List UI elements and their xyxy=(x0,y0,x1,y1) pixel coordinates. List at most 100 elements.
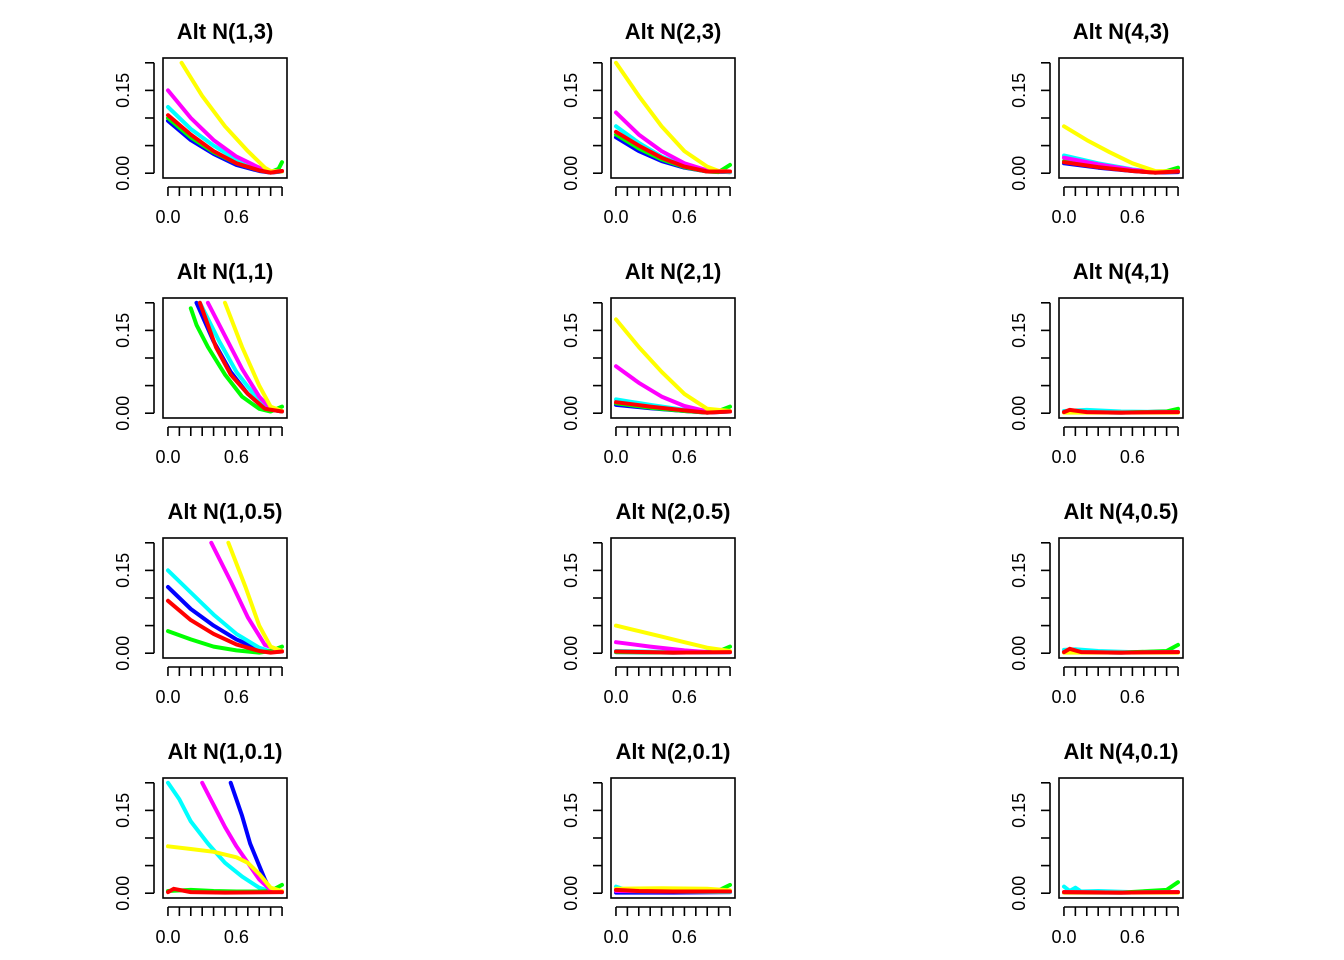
series-line-5 xyxy=(166,113,284,175)
series-line-5 xyxy=(614,887,732,894)
panel-0: Alt N(1,3) 0.0 0.6 0.00 0.15 xyxy=(113,19,288,227)
series-line-5 xyxy=(1062,160,1180,175)
x-tick-label: 0.0 xyxy=(155,207,180,227)
x-tick-label: 0.0 xyxy=(603,687,628,707)
y-tick-label: 0.00 xyxy=(561,396,581,431)
plot-frame xyxy=(1058,297,1184,419)
y-tick-label: 0.00 xyxy=(1009,636,1029,671)
x-tick-label: 0.6 xyxy=(1120,927,1145,947)
y-tick-label: 0.00 xyxy=(113,876,133,911)
series-line-4 xyxy=(166,844,284,893)
panel-title: Alt N(1,1) xyxy=(177,259,274,284)
x-tick-label: 0.0 xyxy=(155,927,180,947)
panel-3: Alt N(1,1) 0.0 0.6 0.00 0.15 xyxy=(113,259,288,467)
plot-frame xyxy=(1058,777,1184,899)
panel-title: Alt N(4,0.1) xyxy=(1064,739,1179,764)
y-tick-label: 0.15 xyxy=(113,553,133,588)
plot-frame xyxy=(1058,537,1184,659)
series-line-5 xyxy=(166,886,284,895)
series-line-5 xyxy=(614,400,732,415)
series-line-5 xyxy=(614,649,732,655)
plot-frame xyxy=(162,537,288,659)
x-tick-label: 0.6 xyxy=(1120,447,1145,467)
series-group xyxy=(166,780,284,895)
series-line-5 xyxy=(614,129,732,174)
y-tick-label: 0.00 xyxy=(113,636,133,671)
plot-frame xyxy=(162,57,288,179)
panel-title: Alt N(2,0.1) xyxy=(616,739,731,764)
x-tick-label: 0.0 xyxy=(603,447,628,467)
y-tick-label: 0.15 xyxy=(561,313,581,348)
x-tick-label: 0.0 xyxy=(1051,207,1076,227)
panel-2: Alt N(4,3) 0.0 0.6 0.00 0.15 xyxy=(1009,19,1184,227)
x-tick-label: 0.0 xyxy=(1051,927,1076,947)
panel-title: Alt N(2,3) xyxy=(625,19,722,44)
series-line-4 xyxy=(223,300,284,413)
x-tick-label: 0.0 xyxy=(155,447,180,467)
x-tick-label: 0.6 xyxy=(224,927,249,947)
plot-frame xyxy=(1058,57,1184,179)
x-tick-label: 0.6 xyxy=(224,207,249,227)
panel-11: Alt N(4,0.1) 0.0 0.6 0.00 0.15 xyxy=(1009,739,1184,947)
series-line-5 xyxy=(1062,646,1180,655)
y-tick-label: 0.15 xyxy=(561,73,581,108)
series-group xyxy=(614,623,732,655)
series-line-5 xyxy=(166,598,284,655)
y-tick-label: 0.00 xyxy=(561,636,581,671)
series-line-4 xyxy=(226,540,284,653)
y-tick-label: 0.15 xyxy=(1009,73,1029,108)
panel-title: Alt N(2,1) xyxy=(625,259,722,284)
plot-frame xyxy=(610,537,736,659)
x-tick-label: 0.0 xyxy=(155,687,180,707)
y-tick-label: 0.15 xyxy=(561,553,581,588)
x-tick-label: 0.6 xyxy=(672,927,697,947)
panel-9: Alt N(1,0.1) 0.0 0.6 0.00 0.15 xyxy=(113,739,288,947)
y-tick-label: 0.15 xyxy=(113,313,133,348)
plot-frame xyxy=(610,297,736,419)
panel-title: Alt N(4,1) xyxy=(1073,259,1170,284)
panel-10: Alt N(2,0.1) 0.0 0.6 0.00 0.15 xyxy=(561,739,736,947)
x-tick-label: 0.6 xyxy=(224,687,249,707)
plot-frame xyxy=(162,777,288,899)
series-group xyxy=(188,300,284,414)
series-line-1 xyxy=(166,105,284,175)
y-tick-label: 0.15 xyxy=(1009,553,1029,588)
panel-title: Alt N(2,0.5) xyxy=(616,499,731,524)
y-tick-label: 0.15 xyxy=(113,793,133,828)
series-line-4 xyxy=(614,317,732,413)
series-group xyxy=(166,540,284,655)
panel-title: Alt N(1,0.1) xyxy=(168,739,283,764)
y-tick-label: 0.00 xyxy=(1009,876,1029,911)
plot-frame xyxy=(162,297,288,419)
panel-title: Alt N(1,3) xyxy=(177,19,274,44)
panel-1: Alt N(2,3) 0.0 0.6 0.00 0.15 xyxy=(561,19,736,227)
panel-8: Alt N(4,0.5) 0.0 0.6 0.00 0.15 xyxy=(1009,499,1184,707)
y-tick-label: 0.15 xyxy=(1009,793,1029,828)
y-tick-label: 0.15 xyxy=(113,73,133,108)
x-tick-label: 0.6 xyxy=(672,447,697,467)
series-group xyxy=(1062,880,1180,895)
panel-title: Alt N(1,0.5) xyxy=(168,499,283,524)
plot-frame xyxy=(610,57,736,179)
y-tick-label: 0.00 xyxy=(561,876,581,911)
series-group xyxy=(1062,124,1180,175)
y-tick-label: 0.15 xyxy=(1009,313,1029,348)
y-tick-label: 0.15 xyxy=(561,793,581,828)
x-tick-label: 0.6 xyxy=(672,207,697,227)
plot-frame xyxy=(610,777,736,899)
panel-5: Alt N(4,1) 0.0 0.6 0.00 0.15 xyxy=(1009,259,1184,467)
series-group xyxy=(614,317,732,415)
x-tick-label: 0.0 xyxy=(1051,687,1076,707)
y-tick-label: 0.00 xyxy=(1009,156,1029,191)
panel-title: Alt N(4,3) xyxy=(1073,19,1170,44)
series-line-4 xyxy=(614,623,732,653)
series-group xyxy=(614,882,732,895)
series-line-3 xyxy=(209,540,284,653)
y-tick-label: 0.00 xyxy=(1009,396,1029,431)
x-tick-label: 0.0 xyxy=(1051,447,1076,467)
x-tick-label: 0.6 xyxy=(672,687,697,707)
x-tick-label: 0.0 xyxy=(603,927,628,947)
series-group xyxy=(166,60,284,175)
panel-7: Alt N(2,0.5) 0.0 0.6 0.00 0.15 xyxy=(561,499,736,707)
